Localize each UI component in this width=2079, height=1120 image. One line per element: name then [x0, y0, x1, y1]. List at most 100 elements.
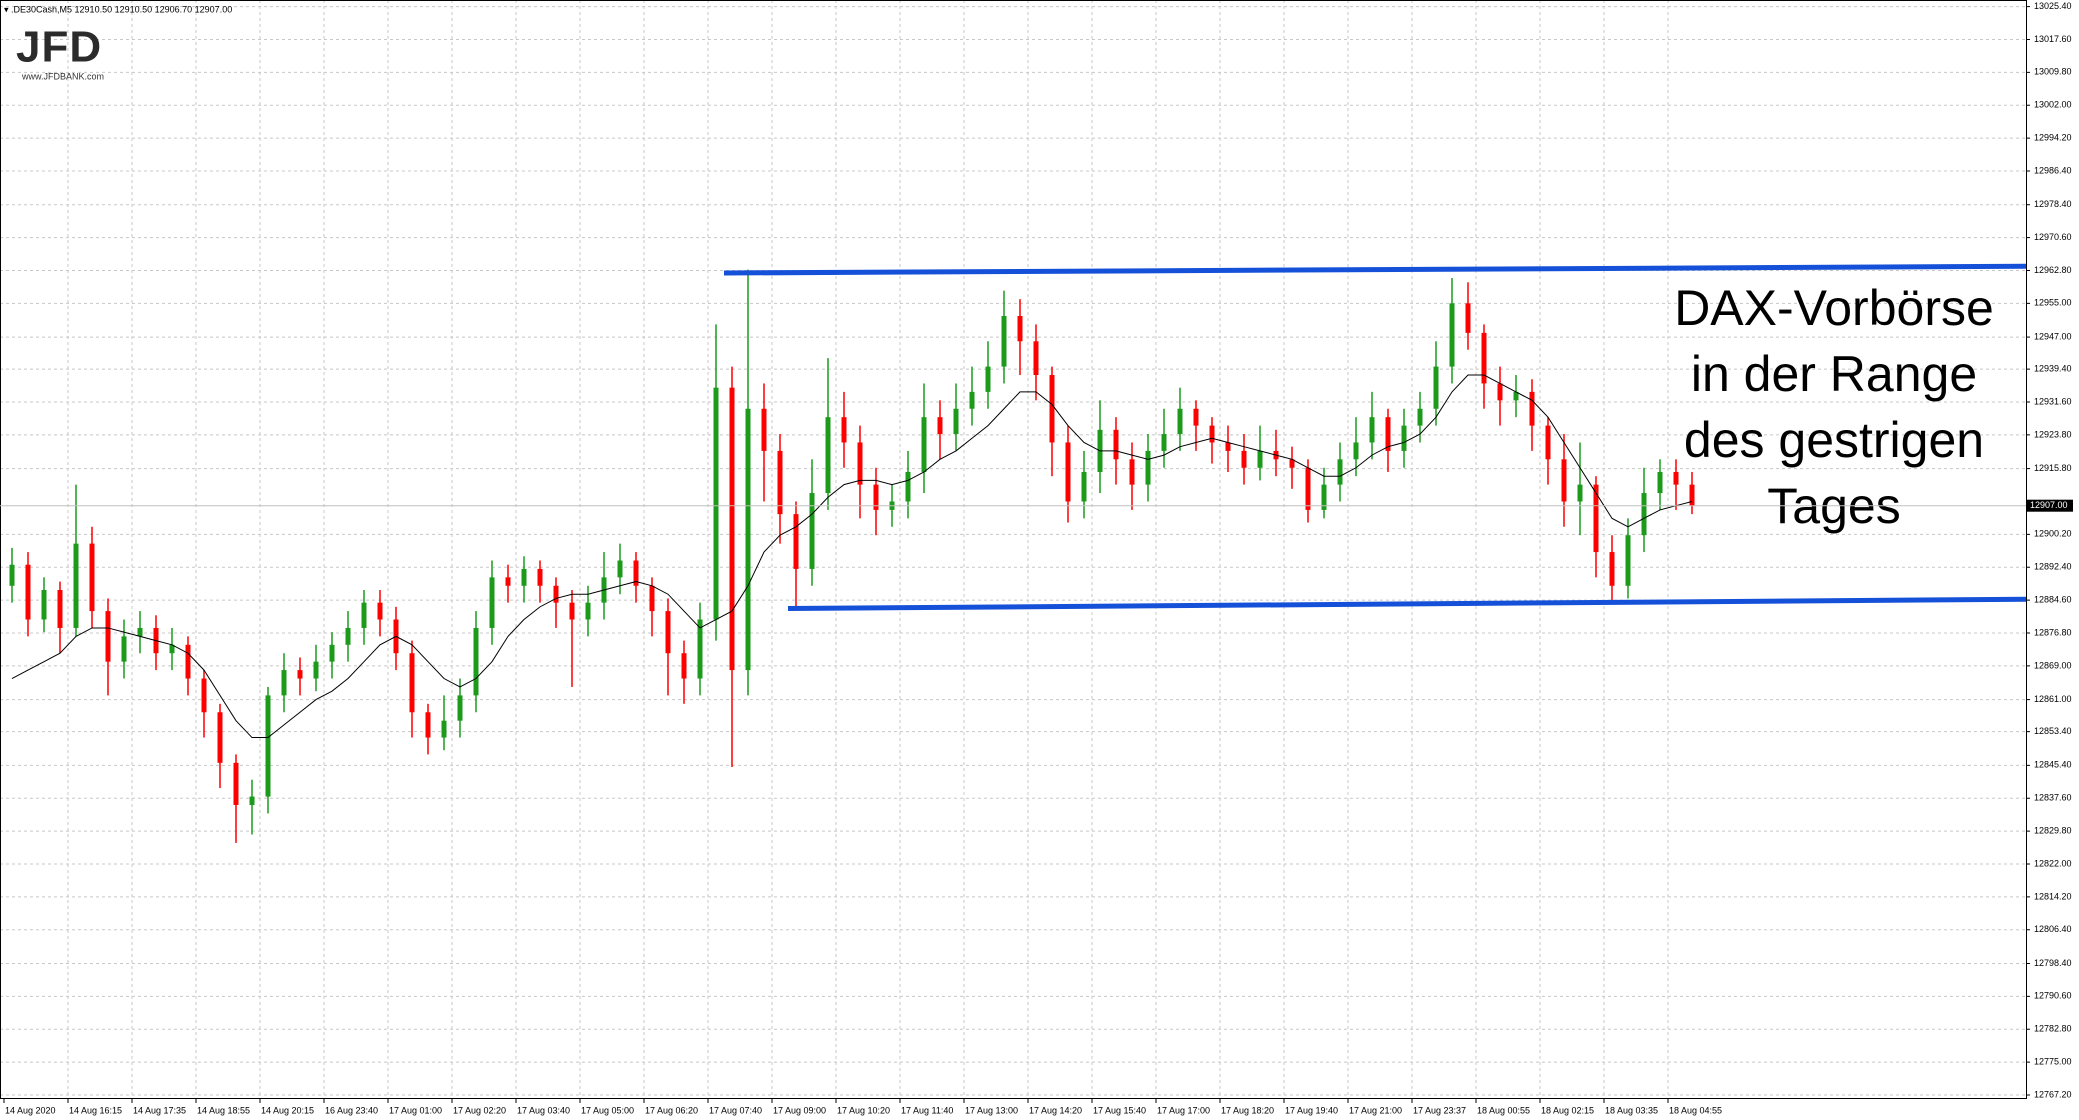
candle-body — [1673, 471, 1679, 485]
y-tick-label: 12829.80 — [2034, 825, 2072, 835]
x-tick-label: 18 Aug 03:35 — [1605, 1105, 1658, 1115]
y-tick-label: 12884.60 — [2034, 594, 2072, 604]
candle-body — [1161, 434, 1167, 451]
y-tick-label: 12939.40 — [2034, 363, 2072, 373]
candle-body — [137, 627, 143, 637]
candle-body — [1561, 459, 1567, 502]
candle-body — [425, 712, 431, 738]
candle-body — [329, 644, 335, 662]
candle-body — [1145, 450, 1151, 485]
candle-body — [1081, 471, 1087, 502]
candle-body — [793, 514, 799, 569]
candle-body — [521, 568, 527, 586]
candle-body — [921, 417, 927, 472]
candle-body — [1609, 552, 1615, 586]
candle-body — [969, 391, 975, 409]
candle-body — [745, 408, 751, 671]
candle-body — [873, 484, 879, 510]
y-tick-label: 12900.20 — [2034, 529, 2072, 539]
candle-body — [1033, 341, 1039, 376]
candle-body — [1449, 303, 1455, 367]
range-line — [723, 263, 2027, 276]
x-tick-label: 17 Aug 01:00 — [389, 1105, 442, 1115]
candle-body — [777, 450, 783, 515]
y-tick-label: 13017.60 — [2034, 34, 2072, 44]
x-tick-label: 17 Aug 05:00 — [581, 1105, 634, 1115]
candle-body — [985, 366, 991, 392]
moving-average — [11, 374, 1693, 739]
candle-body — [1641, 493, 1647, 536]
candle-body — [697, 619, 703, 679]
candle-body — [1017, 316, 1023, 342]
candle-body — [1257, 450, 1263, 468]
y-tick-label: 12837.60 — [2034, 793, 2072, 803]
candle-body — [105, 611, 111, 662]
candle-body — [713, 387, 719, 620]
candle-body — [1353, 442, 1359, 460]
candle-body — [1433, 366, 1439, 409]
candle-body — [905, 471, 911, 502]
x-tick-label: 17 Aug 07:40 — [709, 1105, 762, 1115]
candle-body — [1305, 467, 1311, 510]
x-tick-label: 17 Aug 15:40 — [1093, 1105, 1146, 1115]
y-tick-label: 12845.40 — [2034, 760, 2072, 770]
y-tick-label: 12978.40 — [2034, 199, 2072, 209]
candle-body — [553, 585, 559, 603]
y-tick-label: 12876.80 — [2034, 627, 2072, 637]
y-tick-label: 12955.00 — [2034, 298, 2072, 308]
candle-body — [9, 564, 15, 586]
x-tick-label: 17 Aug 03:40 — [517, 1105, 570, 1115]
candle-body — [569, 602, 575, 620]
candle-body — [361, 602, 367, 628]
y-tick-label: 13009.80 — [2034, 67, 2072, 77]
y-tick-label: 12814.20 — [2034, 891, 2072, 901]
current-price-box — [2027, 499, 2073, 512]
x-tick-label: 16 Aug 23:40 — [325, 1105, 378, 1115]
candle-body — [1577, 484, 1583, 502]
candle-body — [1001, 316, 1007, 367]
candle-body — [809, 493, 815, 569]
candle-body — [441, 720, 447, 738]
candle-body — [1689, 484, 1695, 506]
y-tick-label: 12947.00 — [2034, 331, 2072, 341]
y-tick-label: 12931.60 — [2034, 396, 2072, 406]
x-tick-label: 17 Aug 02:20 — [453, 1105, 506, 1115]
y-tick-label: 12861.00 — [2034, 694, 2072, 704]
x-tick-label: 14 Aug 2020 — [5, 1105, 56, 1115]
x-tick-label: 18 Aug 00:55 — [1477, 1105, 1530, 1115]
x-tick-label: 17 Aug 09:00 — [773, 1105, 826, 1115]
candle-body — [41, 590, 47, 620]
y-tick-label: 13002.00 — [2034, 100, 2072, 110]
candle-body — [1321, 484, 1327, 510]
annotation-line: DAX-Vorbörse — [1674, 280, 1994, 336]
header: ▾ .DE30Cash,M5 12910.50 12910.50 12906.7… — [4, 4, 232, 14]
y-tick-label: 12962.80 — [2034, 265, 2072, 275]
candle-body — [57, 590, 63, 628]
candle-body — [313, 661, 319, 679]
x-tick-label: 17 Aug 13:00 — [965, 1105, 1018, 1115]
candle-body — [1545, 425, 1551, 460]
y-tick-label: 12915.80 — [2034, 463, 2072, 473]
candle-body — [377, 602, 383, 620]
y-tick-label: 13025.40 — [2034, 1, 2072, 11]
candle-body — [1049, 375, 1055, 443]
candle-body — [1129, 459, 1135, 485]
range-line — [787, 596, 2027, 612]
candle-body — [633, 560, 639, 586]
candle-body — [169, 644, 175, 654]
x-tick-label: 17 Aug 10:20 — [837, 1105, 890, 1115]
x-tick-label: 17 Aug 18:20 — [1221, 1105, 1274, 1115]
candle-body — [89, 543, 95, 612]
candle-body — [233, 762, 239, 805]
plot-frame — [0, 0, 2027, 1099]
current-price-label: 12907.00 — [2030, 500, 2068, 510]
candle-body — [409, 653, 415, 713]
y-tick-label: 12782.80 — [2034, 1024, 2072, 1034]
logo: JFD — [16, 23, 102, 72]
y-tick-label: 12970.60 — [2034, 232, 2072, 242]
candle-body — [1177, 408, 1183, 435]
x-tick-label: 14 Aug 16:15 — [69, 1105, 122, 1115]
candle-body — [1241, 450, 1247, 468]
candle-body — [25, 564, 31, 620]
